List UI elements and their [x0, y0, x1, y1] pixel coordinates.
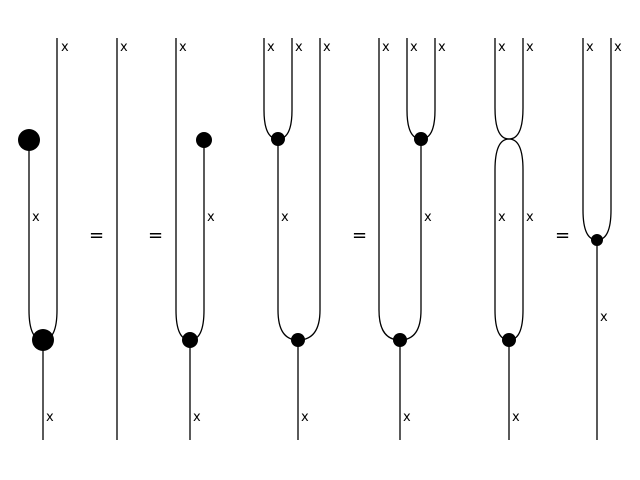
equals-sign-1: =	[89, 225, 104, 246]
term-7-bottom-label: x	[600, 310, 608, 325]
term-5: x x x x x	[378, 38, 446, 440]
term-5-upper-dot	[414, 132, 428, 146]
term-7-top-label-1: x	[586, 40, 594, 55]
term-4-right-wire	[297, 38, 321, 341]
term-1-top-label: x	[61, 40, 69, 55]
term-7-left-input-wire	[582, 38, 598, 241]
term-6-bottom-label: x	[512, 410, 520, 425]
term-6: x x x x x	[494, 38, 534, 440]
term-5-middle-label: x	[424, 210, 432, 225]
term-4-top-label-2: x	[295, 40, 303, 55]
term-4-inner-wire	[277, 139, 299, 341]
equals-sign-3: =	[352, 225, 367, 246]
equals-sign-4: =	[555, 225, 570, 246]
term-6-top-label-2: x	[526, 40, 534, 55]
term-4-bottom-label: x	[301, 410, 309, 425]
term-4-top-label-3: x	[323, 40, 331, 55]
term-3-multiplication-dot	[182, 332, 198, 348]
term-1-middle-label: x	[32, 210, 40, 225]
term-6-left-upper-wire	[494, 38, 510, 140]
term-1: x x x	[18, 38, 69, 440]
term-7: x x x	[582, 38, 622, 440]
term-4-top-label-1: x	[267, 40, 275, 55]
term-7-multiplication-dot	[591, 234, 603, 246]
term-3: x x x	[175, 38, 215, 440]
term-5-inner-wire	[399, 139, 422, 341]
term-6-top-label-1: x	[498, 40, 506, 55]
term-3-middle-label: x	[207, 210, 215, 225]
term-4-middle-input-wire	[277, 38, 293, 140]
term-2: x	[116, 38, 128, 440]
term-3-unit-dot	[196, 132, 212, 148]
term-3-bottom-label: x	[193, 410, 201, 425]
term-3-wire	[175, 38, 205, 341]
term-6-left-lower-wire	[494, 138, 510, 341]
term-1-multiplication-dot	[32, 329, 54, 351]
term-2-label: x	[120, 40, 128, 55]
term-6-right-lower-wire	[508, 138, 524, 341]
term-5-top-label-3: x	[438, 40, 446, 55]
term-7-top-label-2: x	[614, 40, 622, 55]
term-5-bottom-label: x	[403, 410, 411, 425]
term-7-right-input-wire	[596, 38, 612, 241]
term-4-lower-dot	[291, 333, 305, 347]
term-5-right-input-wire	[420, 38, 436, 140]
term-6-middle-label-1: x	[498, 210, 506, 225]
term-6-middle-label-2: x	[526, 210, 534, 225]
term-4: x x x x x	[263, 38, 331, 440]
term-4-middle-label: x	[281, 210, 289, 225]
term-6-lower-dot	[502, 333, 516, 347]
term-5-top-label-2: x	[410, 40, 418, 55]
equals-sign-2: =	[148, 225, 163, 246]
term-1-unit-dot	[18, 129, 40, 151]
term-1-bottom-label: x	[46, 410, 54, 425]
term-6-right-upper-wire	[508, 38, 524, 140]
term-1-wire	[28, 38, 58, 341]
term-5-top-label-1: x	[382, 40, 390, 55]
term-5-left-wire	[378, 38, 401, 341]
term-5-lower-dot	[393, 333, 407, 347]
term-4-upper-dot	[271, 132, 285, 146]
term-3-top-label: x	[179, 40, 187, 55]
